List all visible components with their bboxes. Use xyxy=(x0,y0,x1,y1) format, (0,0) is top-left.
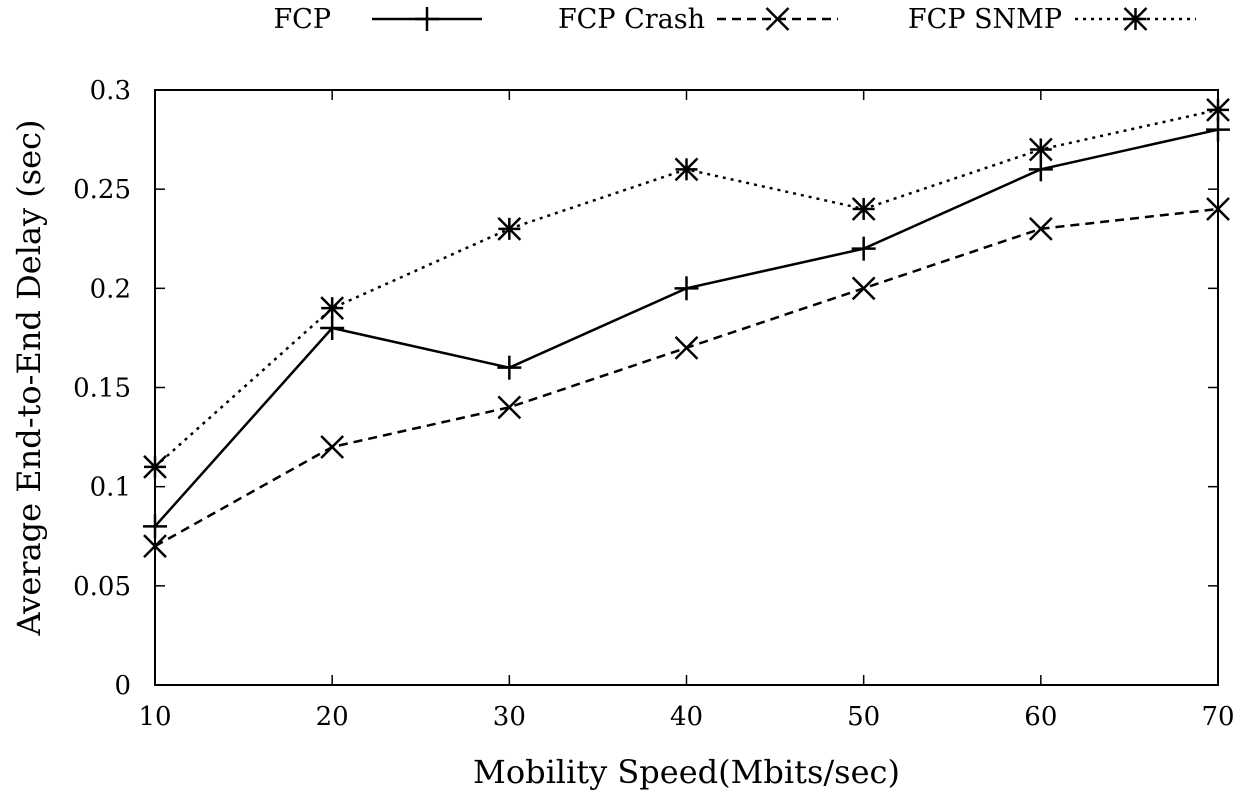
series-fcp-crash xyxy=(143,197,1230,559)
legend-label: FCP xyxy=(273,4,331,35)
legend-label: FCP SNMP xyxy=(908,4,1062,35)
data-point xyxy=(143,454,167,479)
data-point xyxy=(320,316,345,340)
data-point xyxy=(1206,197,1230,221)
y-tick-label: 0.3 xyxy=(90,76,131,106)
data-point xyxy=(674,157,699,182)
legend: FCP FCP Crash FCP SNMP xyxy=(273,4,1196,35)
y-tick-label: 0 xyxy=(114,671,131,701)
y-tick-label: 0.25 xyxy=(73,175,131,205)
data-point xyxy=(1028,137,1053,162)
data-point xyxy=(1206,97,1230,122)
data-point xyxy=(320,296,345,321)
y-tick-label: 0.15 xyxy=(73,374,131,404)
data-point xyxy=(674,335,699,360)
data-point xyxy=(674,276,699,301)
x-axis-title: Mobility Speed(Mbits/sec) xyxy=(473,753,900,791)
legend-label: FCP Crash xyxy=(558,4,705,35)
data-point xyxy=(851,236,876,261)
x-tick-label: 30 xyxy=(493,702,526,732)
data-point xyxy=(851,197,876,221)
data-point xyxy=(1028,157,1053,182)
x-tick-label: 60 xyxy=(1024,702,1057,732)
legend-marker xyxy=(1123,7,1148,31)
legend-marker xyxy=(415,7,439,31)
y-tick-label: 0.05 xyxy=(73,572,131,602)
series-fcp-snmp xyxy=(143,97,1230,479)
y-tick-label: 0.2 xyxy=(90,274,131,304)
y-axis: 0 0.05 0.1 0.15 0.2 0.25 0.3 xyxy=(73,76,1218,701)
series-line xyxy=(154,128,1219,528)
x-tick-label: 20 xyxy=(316,702,349,732)
legend-marker xyxy=(765,7,790,31)
x-tick-label: 50 xyxy=(847,702,880,732)
y-tick-label: 0.1 xyxy=(90,473,131,503)
data-point xyxy=(497,395,522,420)
x-tick-label: 10 xyxy=(138,702,171,732)
data-point xyxy=(1028,216,1053,241)
series-layer xyxy=(143,97,1230,559)
legend-item: FCP xyxy=(273,4,482,35)
x-axis: 10 20 30 40 50 60 70 xyxy=(138,90,1235,732)
data-point xyxy=(1206,117,1230,142)
x-tick-label: 40 xyxy=(670,702,703,732)
data-point xyxy=(143,514,167,539)
series-fcp xyxy=(143,117,1230,539)
data-point xyxy=(497,216,522,241)
data-point xyxy=(143,534,167,559)
data-point xyxy=(320,435,345,459)
legend-item: FCP SNMP xyxy=(908,4,1196,35)
data-point xyxy=(851,276,876,301)
x-tick-label: 70 xyxy=(1201,702,1234,732)
data-point xyxy=(497,355,522,380)
legend-item: FCP Crash xyxy=(558,4,838,35)
y-axis-title: Average End-to-End Delay (sec) xyxy=(10,119,48,636)
series-line xyxy=(154,207,1219,548)
